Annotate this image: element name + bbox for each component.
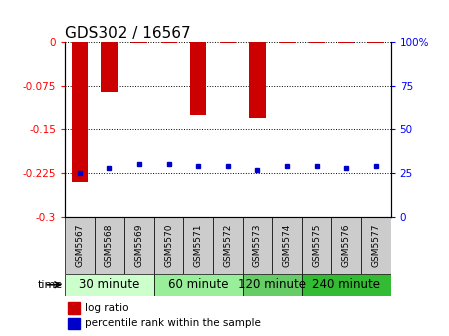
Bar	[302, 217, 331, 274]
Bar	[190, 42, 207, 115]
Bar	[213, 217, 242, 274]
Text: GSM5573: GSM5573	[253, 223, 262, 267]
Text: time: time	[38, 280, 63, 290]
Bar	[154, 274, 242, 296]
Text: 60 minute: 60 minute	[168, 278, 229, 291]
Bar	[331, 217, 361, 274]
Bar	[249, 42, 266, 118]
Text: GSM5575: GSM5575	[312, 223, 321, 267]
Bar	[338, 42, 354, 43]
Text: GSM5576: GSM5576	[342, 223, 351, 267]
Bar	[368, 42, 384, 43]
Text: GDS302 / 16567: GDS302 / 16567	[65, 26, 191, 41]
Bar	[68, 318, 80, 329]
Text: GSM5571: GSM5571	[194, 223, 203, 267]
Bar	[279, 42, 295, 43]
Bar	[68, 302, 80, 314]
Bar	[72, 42, 88, 182]
Text: GSM5574: GSM5574	[282, 223, 291, 267]
Text: GSM5570: GSM5570	[164, 223, 173, 267]
Bar	[101, 42, 118, 91]
Bar	[161, 42, 177, 43]
Bar	[242, 217, 272, 274]
Bar	[131, 42, 147, 43]
Text: 30 minute: 30 minute	[79, 278, 140, 291]
Bar	[65, 274, 154, 296]
Bar	[124, 217, 154, 274]
Text: GSM5572: GSM5572	[223, 223, 233, 267]
Text: GSM5569: GSM5569	[135, 223, 144, 267]
Bar	[154, 217, 184, 274]
Text: GSM5567: GSM5567	[75, 223, 84, 267]
Bar	[184, 217, 213, 274]
Bar	[95, 217, 124, 274]
Text: percentile rank within the sample: percentile rank within the sample	[84, 319, 260, 328]
Bar	[272, 217, 302, 274]
Bar	[308, 42, 325, 43]
Text: log ratio: log ratio	[84, 303, 128, 313]
Text: 240 minute: 240 minute	[312, 278, 380, 291]
Bar	[220, 42, 236, 43]
Bar	[65, 217, 95, 274]
Bar	[302, 274, 391, 296]
Text: 120 minute: 120 minute	[238, 278, 306, 291]
Bar	[242, 274, 302, 296]
Text: GSM5568: GSM5568	[105, 223, 114, 267]
Text: GSM5577: GSM5577	[371, 223, 380, 267]
Bar	[361, 217, 391, 274]
